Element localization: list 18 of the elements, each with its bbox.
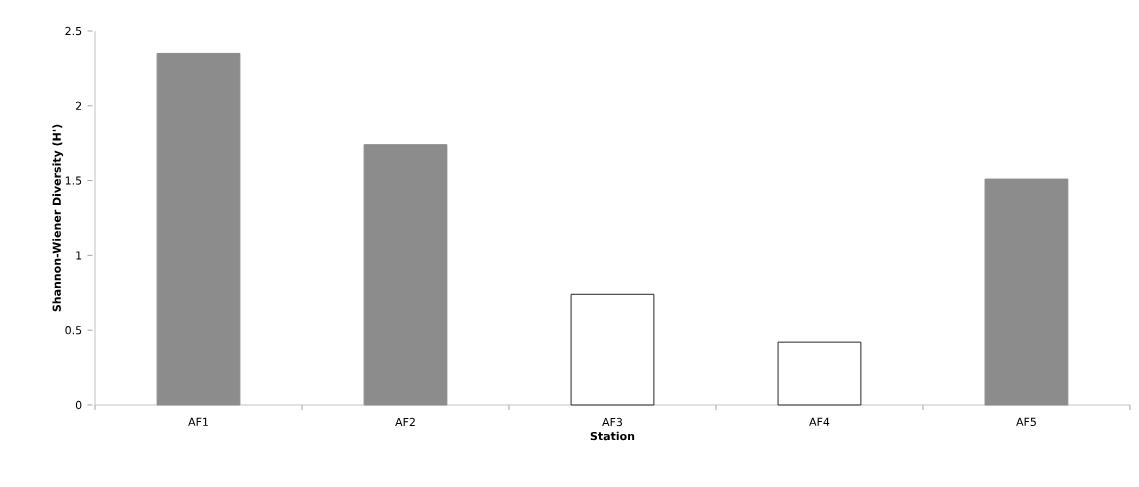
y-axis-title: Shannon-Wiener Diversity (H') [52, 124, 64, 312]
x-tick-label: AF3 [602, 417, 623, 427]
y-tick-label: 1.5 [65, 176, 82, 185]
x-tick-label: AF4 [809, 417, 830, 426]
x-tick-label: AF5 [1016, 417, 1036, 427]
bar [363, 144, 448, 406]
x-tick-label: AF2 [395, 417, 415, 427]
bar [570, 293, 655, 406]
y-tick-label: 0.5 [65, 326, 82, 335]
x-axis-title: Station [590, 431, 635, 441]
bar [156, 52, 241, 406]
y-tick-label: 1 [76, 251, 82, 260]
bar [777, 341, 862, 406]
bar [984, 178, 1069, 406]
x-tick-label: AF1 [188, 417, 208, 426]
y-tick-label: 2 [75, 101, 82, 110]
y-tick-label: 2.5 [65, 26, 82, 36]
y-tick-label: 0 [75, 400, 82, 410]
